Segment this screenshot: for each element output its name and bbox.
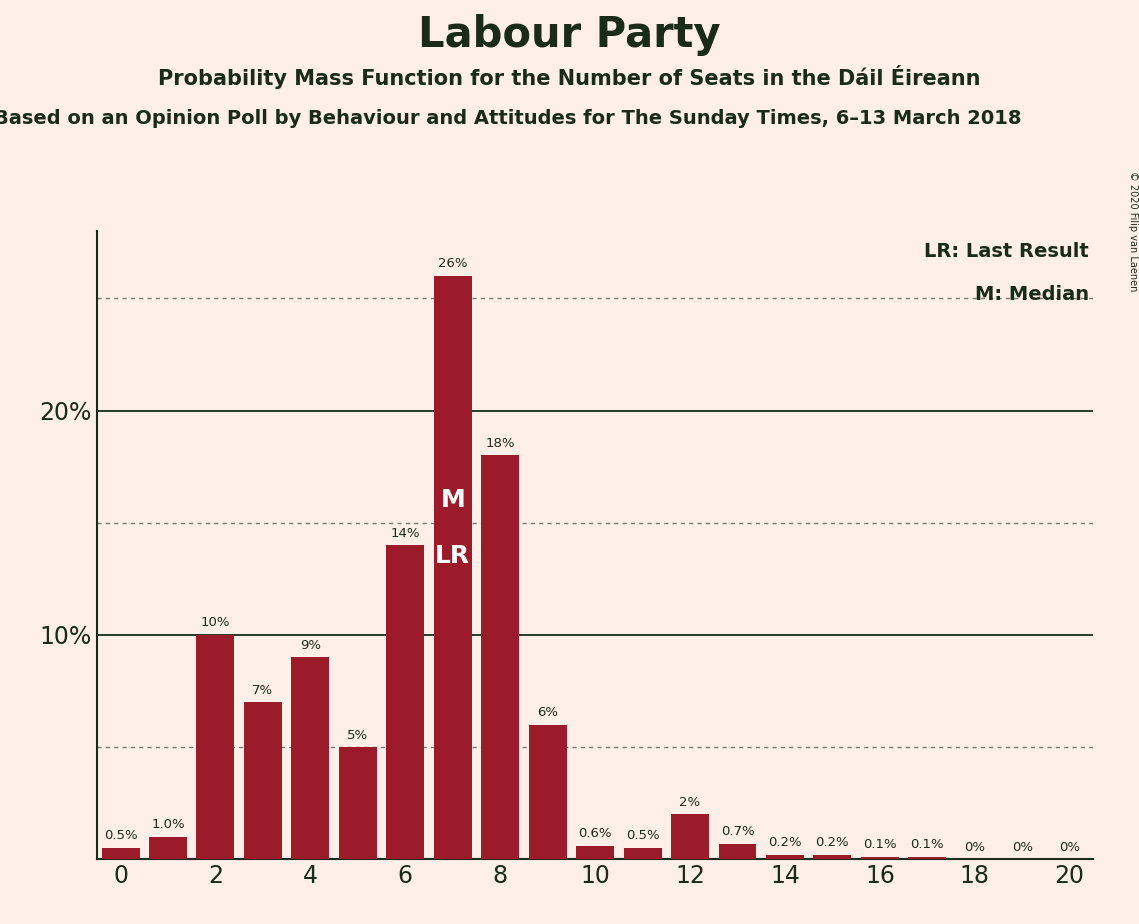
Bar — [339, 748, 377, 859]
Bar — [765, 855, 804, 859]
Bar — [101, 848, 139, 859]
Text: 0.2%: 0.2% — [816, 836, 850, 849]
Text: 9%: 9% — [300, 638, 321, 651]
Bar — [481, 456, 519, 859]
Text: 0.6%: 0.6% — [579, 827, 612, 840]
Text: 2%: 2% — [680, 796, 700, 808]
Bar — [671, 814, 708, 859]
Text: 18%: 18% — [485, 437, 515, 450]
Text: 0.1%: 0.1% — [910, 838, 944, 852]
Text: 6%: 6% — [538, 706, 558, 719]
Text: LR: Last Result: LR: Last Result — [924, 242, 1089, 261]
Text: 0.5%: 0.5% — [625, 830, 659, 843]
Bar — [861, 857, 899, 859]
Bar — [576, 845, 614, 859]
Text: LR: LR — [435, 543, 470, 567]
Text: 0%: 0% — [1011, 841, 1033, 854]
Bar — [386, 545, 424, 859]
Text: M: M — [441, 488, 465, 512]
Bar — [528, 724, 566, 859]
Text: 7%: 7% — [253, 684, 273, 697]
Bar — [197, 635, 235, 859]
Text: Based on an Opinion Poll by Behaviour and Attitudes for The Sunday Times, 6–13 M: Based on an Opinion Poll by Behaviour an… — [0, 109, 1022, 128]
Bar — [624, 848, 662, 859]
Bar — [813, 855, 851, 859]
Text: © 2020 Filip van Laenen: © 2020 Filip van Laenen — [1129, 171, 1138, 291]
Bar — [434, 276, 472, 859]
Bar — [244, 702, 282, 859]
Bar — [909, 857, 947, 859]
Text: 14%: 14% — [391, 527, 420, 540]
Text: 0.7%: 0.7% — [721, 825, 754, 838]
Text: 5%: 5% — [347, 728, 368, 741]
Text: 26%: 26% — [439, 257, 467, 270]
Bar — [292, 657, 329, 859]
Text: Probability Mass Function for the Number of Seats in the Dáil Éireann: Probability Mass Function for the Number… — [158, 65, 981, 89]
Text: M: Median: M: Median — [975, 285, 1089, 304]
Text: Labour Party: Labour Party — [418, 14, 721, 55]
Text: 0.1%: 0.1% — [863, 838, 896, 852]
Text: 0.2%: 0.2% — [768, 836, 802, 849]
Bar — [719, 844, 756, 859]
Text: 0%: 0% — [1059, 841, 1080, 854]
Bar — [149, 837, 187, 859]
Text: 0%: 0% — [965, 841, 985, 854]
Text: 1.0%: 1.0% — [151, 819, 185, 832]
Text: 10%: 10% — [200, 616, 230, 629]
Text: 0.5%: 0.5% — [104, 830, 138, 843]
